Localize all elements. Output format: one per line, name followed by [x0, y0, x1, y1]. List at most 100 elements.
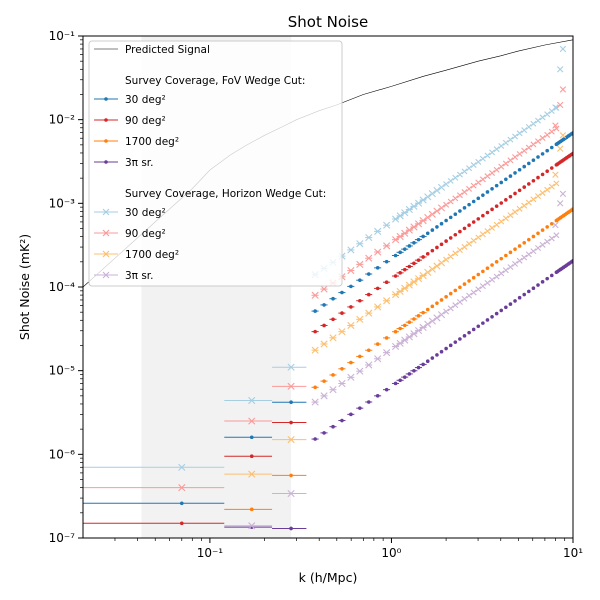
data-point [287, 436, 295, 444]
data-point [490, 207, 494, 212]
data-point [322, 303, 326, 307]
data-point [439, 298, 444, 302]
data-point [485, 210, 490, 215]
data-point [248, 396, 256, 405]
data-point [443, 181, 450, 188]
data-point [556, 66, 564, 73]
data-point [393, 381, 398, 386]
data-point [320, 340, 328, 348]
data-point [485, 318, 490, 322]
data-point [405, 333, 413, 341]
data-point [430, 304, 435, 309]
data-point [516, 150, 523, 157]
data-point [552, 122, 559, 129]
data-point [398, 326, 402, 331]
legend-swatch-marker [102, 250, 110, 258]
data-point [504, 253, 508, 258]
data-point [398, 271, 402, 275]
data-point [289, 400, 293, 404]
data-point [347, 373, 355, 381]
y-tick-label: 10⁻³ [49, 196, 76, 210]
data-point [356, 260, 364, 268]
data-point [484, 152, 491, 159]
data-point [494, 260, 499, 264]
data-point [540, 152, 545, 156]
data-point [456, 247, 463, 254]
data-point [412, 317, 416, 321]
data-point [499, 180, 504, 185]
data-point [548, 128, 555, 135]
data-point [498, 270, 505, 277]
data-point [539, 114, 546, 121]
data-point [517, 188, 522, 193]
data-point [443, 308, 450, 315]
data-point [490, 263, 494, 267]
data-point [338, 379, 346, 388]
data-point [462, 226, 467, 231]
data-point [471, 327, 476, 332]
y-tick-label: 10⁻⁵ [49, 364, 76, 378]
data-point [365, 309, 373, 317]
data-point [508, 194, 513, 199]
data-point [414, 199, 423, 207]
data-point [485, 190, 490, 194]
data-point [513, 171, 517, 175]
data-point [552, 104, 559, 111]
data-point [444, 218, 448, 223]
data-point [402, 267, 407, 272]
data-point [530, 120, 537, 127]
data-point [384, 280, 389, 285]
data-point [481, 321, 485, 325]
data-point [349, 284, 353, 289]
data-point [313, 329, 317, 334]
data-point [508, 250, 513, 255]
data-point [320, 392, 328, 400]
data-point [287, 382, 295, 390]
data-point [375, 342, 380, 346]
data-point [322, 323, 326, 328]
data-point [444, 239, 448, 243]
data-point [530, 141, 537, 148]
data-point [553, 180, 560, 187]
fov-series-3 [224, 258, 573, 531]
data-point [356, 367, 364, 375]
data-point [475, 286, 482, 293]
data-point [365, 254, 373, 262]
data-point [416, 237, 421, 242]
data-point [522, 185, 527, 189]
data-point [356, 315, 364, 323]
data-point [414, 326, 423, 335]
data-point [179, 501, 184, 506]
data-point [248, 417, 256, 425]
data-point [421, 255, 425, 259]
data-point [527, 289, 531, 294]
data-point [479, 283, 486, 290]
data-point [466, 165, 473, 172]
data-point [322, 431, 326, 435]
data-point [484, 279, 491, 286]
data-point [384, 259, 389, 264]
data-point [447, 253, 454, 260]
data-point [471, 275, 476, 280]
data-point [347, 266, 355, 275]
data-point [329, 386, 337, 394]
data-point [559, 190, 567, 197]
data-point [401, 209, 409, 217]
data-point [462, 334, 467, 338]
data-point [549, 166, 554, 170]
data-point [545, 225, 549, 229]
data-point [425, 359, 430, 364]
data-point [530, 196, 537, 203]
data-point [481, 193, 485, 197]
data-point [525, 144, 532, 151]
data-point [425, 252, 430, 256]
data-point [398, 250, 402, 255]
data-point [419, 271, 427, 280]
data-point [458, 209, 462, 213]
data-point [329, 334, 337, 342]
data-point [340, 418, 344, 423]
data-point [540, 228, 545, 232]
data-point [313, 437, 317, 441]
data-point [452, 250, 459, 257]
